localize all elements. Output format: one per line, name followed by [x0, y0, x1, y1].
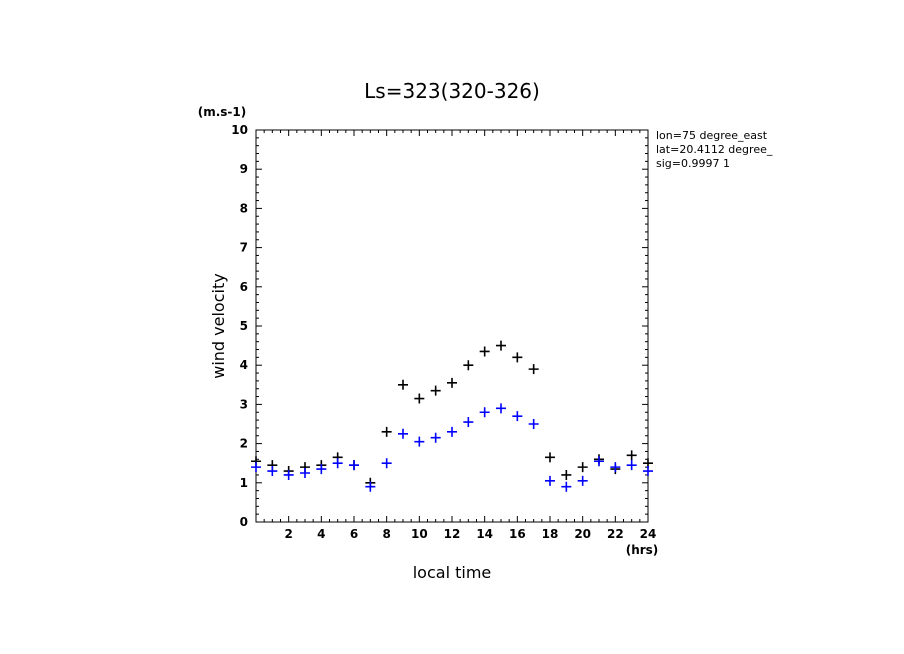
x-tick-label: 12 [444, 527, 461, 541]
data-point [398, 428, 408, 439]
data-point [545, 452, 555, 463]
chart-title: Ls=323(320-326) [364, 79, 540, 103]
series-0 [251, 340, 653, 488]
data-point [251, 462, 261, 473]
y-tick-label: 7 [240, 241, 248, 255]
data-point [512, 352, 523, 363]
x-tick-label: 4 [317, 527, 325, 541]
x-tick-label: 6 [350, 527, 358, 541]
data-point [545, 475, 555, 486]
y-tick-label: 8 [240, 201, 248, 215]
x-tick-label: 22 [607, 527, 624, 541]
data-point [430, 432, 441, 443]
x-axis-unit: (hrs) [626, 543, 659, 557]
y-tick-label: 2 [240, 437, 248, 451]
data-point [414, 436, 425, 447]
data-point [528, 364, 539, 375]
data-point [332, 458, 343, 469]
data-point [381, 458, 392, 469]
plot-frame [255, 129, 649, 523]
data-point [626, 460, 637, 471]
data-point [463, 417, 474, 428]
x-tick-label: 14 [476, 527, 493, 541]
data-point [626, 450, 637, 461]
data-point [300, 468, 310, 478]
data-point [447, 426, 457, 437]
data-point [561, 481, 572, 492]
x-tick-label: 10 [411, 527, 428, 541]
data-point [496, 340, 506, 351]
data-point [414, 393, 425, 404]
info-line: lon=75 degree_east [656, 129, 768, 142]
y-axis-unit: (m.s-1) [198, 105, 247, 119]
data-point [381, 426, 392, 437]
data-point [577, 462, 588, 473]
data-point [528, 419, 539, 429]
data-point [398, 379, 408, 390]
data-point [267, 466, 278, 477]
data-point [349, 460, 359, 471]
info-line: sig=0.9997 1 [656, 157, 730, 170]
data-marks [251, 340, 653, 492]
data-point [430, 385, 441, 396]
y-tick-label: 10 [231, 123, 248, 137]
x-tick-label: 20 [574, 527, 591, 541]
x-tick-label: 18 [542, 527, 559, 541]
info-box: lon=75 degree_east lat=20.4112 degree_ s… [656, 129, 773, 170]
y-tick-label: 6 [240, 280, 248, 294]
y-tick-label: 4 [240, 358, 248, 372]
data-point [479, 346, 490, 357]
y-tick-label: 1 [240, 476, 248, 490]
y-tick-label: 3 [240, 397, 248, 411]
data-point [447, 377, 457, 388]
axis-ticks [255, 129, 649, 523]
y-axis-label: wind velocity [209, 273, 228, 378]
x-tick-label: 2 [284, 527, 292, 541]
data-point [594, 456, 604, 467]
data-point [479, 407, 490, 418]
series-1 [251, 403, 653, 492]
data-point [561, 469, 572, 480]
y-tick-label: 0 [240, 515, 248, 529]
data-point [610, 462, 621, 473]
data-point [283, 469, 294, 480]
x-axis-label: local time [413, 563, 492, 582]
data-point [463, 360, 474, 371]
x-tick-label: 24 [640, 527, 657, 541]
data-point [496, 403, 506, 414]
y-tick-label: 5 [240, 319, 248, 333]
data-point [577, 475, 588, 486]
data-point [512, 411, 523, 422]
y-tick-label: 9 [240, 162, 248, 176]
data-point [643, 466, 653, 477]
x-tick-label: 8 [382, 527, 390, 541]
x-tick-label: 16 [509, 527, 526, 541]
data-point [365, 481, 376, 492]
info-line: lat=20.4112 degree_ [656, 143, 773, 156]
data-point [316, 464, 327, 475]
